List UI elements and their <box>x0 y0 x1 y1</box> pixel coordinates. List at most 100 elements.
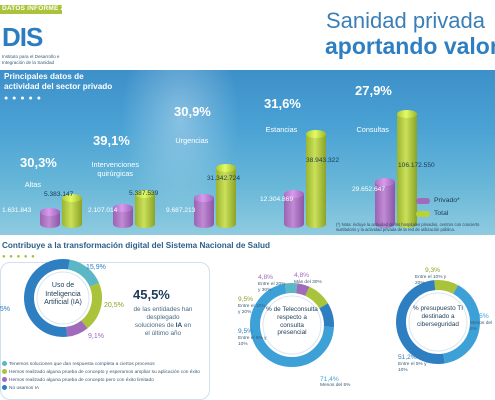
ia-donut-center <box>36 271 90 325</box>
desc-ia: IA <box>175 322 183 329</box>
ti-pct-2: 51,2% <box>398 354 417 361</box>
ia-value-1: 20,5% <box>104 302 124 309</box>
bar-privado-3 <box>284 194 304 228</box>
report-tag-bar: DATOS INFORME 2022 <box>0 0 495 14</box>
ti-donut-segment-0 <box>434 280 459 294</box>
ia-donut-segment-3 <box>24 259 70 337</box>
ia-stat-description: de las entidades han desplegado solucion… <box>133 306 193 338</box>
ia-legend-item-3: Hemos realizado alguna prueba de concept… <box>2 377 154 383</box>
hero-title: Principales datos de actividad del secto… <box>4 72 113 91</box>
ia-legend-text-2: Hemos realizado alguna prueba de concept… <box>9 369 200 375</box>
ia-legend-item-1: Tenemos soluciones que dan respuesta com… <box>2 361 155 367</box>
value-privado-1: 2.107.014 <box>88 207 118 214</box>
legend-label-total: Total <box>434 210 449 217</box>
tele-donut-segment-3 <box>319 303 334 328</box>
footnote: (*) Nota: incluye la actividad de los ho… <box>336 222 480 232</box>
ti-donut-center <box>408 292 468 352</box>
ti-donut-segment-2 <box>396 280 445 364</box>
ti-pct-0: 9,3% <box>425 267 441 274</box>
ia-donut-segment-0 <box>67 259 99 288</box>
report-tag: DATOS INFORME 2022 <box>2 5 76 12</box>
pct-2: 30,9% <box>174 104 211 119</box>
value-total-1: 5.387.539 <box>129 190 159 197</box>
pct-1: 39,1% <box>93 133 130 148</box>
category-label-3: Estancias <box>265 125 298 134</box>
bar-total-4 <box>397 114 417 228</box>
legend-dot <box>2 369 7 374</box>
tele-text-3: Entre el 5% y 10% <box>238 336 267 347</box>
dis-logo: DIS <box>2 22 43 52</box>
logo-subtitle: Instituto para el Desarrollo e Integraci… <box>2 54 60 65</box>
hero-dots: ● ● ● ● ● <box>4 95 42 102</box>
ia-donut <box>24 259 102 337</box>
value-total-4: 106.172.550 <box>398 162 435 169</box>
tele-donut-segment-4 <box>250 283 334 367</box>
ia-big-stat: 45,5% <box>133 287 170 302</box>
ti-donut <box>396 280 480 364</box>
bar-total-3 <box>306 134 326 228</box>
tele-text-0: Entre el 20% y 30% <box>258 282 286 293</box>
value-privado-3: 12.304.869 <box>260 196 294 203</box>
ti-donut-segment-1 <box>442 285 480 364</box>
pct-0: 30,3% <box>20 155 57 170</box>
desc-pre: de las entidades han desplegado solucion… <box>133 306 193 329</box>
bar-total-1 <box>135 194 155 228</box>
ia-legend-item-2: Hemos realizado alguna prueba de concept… <box>2 369 200 375</box>
category-label-1: Intervenciones quirúrgicas <box>91 160 139 178</box>
tele-pct-1: 4,8% <box>294 272 310 279</box>
tele-pct-0: 4,8% <box>258 274 274 281</box>
tele-pct-4: 71,4% <box>320 376 339 383</box>
legend-dot <box>2 385 7 390</box>
tele-text-1: Más del 30% <box>294 280 322 285</box>
bar-privado-2 <box>194 198 214 228</box>
value-total-0: 5.383.147 <box>44 191 74 198</box>
ia-legend-item-4: No usamos IA <box>2 385 39 391</box>
category-label-2: Urgencias <box>175 136 209 145</box>
desc-post: en el último año <box>144 322 192 337</box>
pct-4: 27,9% <box>355 83 392 98</box>
section-title: Contribuye a la transformación digital d… <box>2 241 270 250</box>
legend-label-privado: Privado* <box>434 197 460 204</box>
value-privado-4: 29.652.647 <box>352 186 386 193</box>
tele-donut-segment-0 <box>284 283 298 294</box>
ia-value-0: 15,9% <box>86 264 106 271</box>
category-label-4: Consultas <box>356 125 389 134</box>
ia-donut-label: Uso de Inteligencia Artificial (IA) <box>44 282 82 307</box>
ia-donut-segment-2 <box>65 320 88 337</box>
legend-dot <box>2 361 7 366</box>
section-dots: ● ● ● ● ● <box>2 254 36 260</box>
ia-legend-text-1: Tenemos soluciones que dan respuesta com… <box>9 361 155 367</box>
tag-background <box>0 5 62 14</box>
value-privado-2: 9.687.213 <box>166 207 196 214</box>
ia-donut-segment-1 <box>81 282 102 329</box>
ti-text-0: Entre el 10% y 20% <box>415 275 447 286</box>
ti-text-2: Entre el 5% y 10% <box>398 362 427 373</box>
value-privado-0: 1.631.843 <box>2 207 32 214</box>
bar-privado-4 <box>375 182 395 228</box>
ia-value-3: 54,5% <box>0 306 10 313</box>
ia-legend-text-4: No usamos IA <box>9 385 40 391</box>
page-title-line2: aportando valor <box>325 33 495 59</box>
tele-pct-2: 9,5% <box>238 296 254 303</box>
value-total-2: 31.342.724 <box>207 175 241 182</box>
tele-donut-segment-2 <box>305 286 328 309</box>
value-total-3: 38.943.322 <box>306 157 340 164</box>
page-title-line1: Sanidad privada <box>326 8 486 33</box>
tele-text-4: Menos del 5% <box>320 383 351 388</box>
ti-pct-1: 39,5% <box>470 313 489 320</box>
bar-total-2 <box>216 168 236 228</box>
bar-privado-0 <box>40 212 60 228</box>
legend-dot <box>2 377 7 382</box>
tele-donut-segment-1 <box>295 283 310 296</box>
legend-swatch-privado <box>416 198 430 204</box>
tele-text-2: Entre el 10% y 20% <box>238 304 266 315</box>
tele-pct-3: 9,5% <box>238 328 254 335</box>
ia-value-2: 9,1% <box>88 333 104 340</box>
bar-privado-1 <box>113 208 133 228</box>
category-label-0: Altas <box>24 180 41 189</box>
tele-donut-label: % de Teleconsulta respecto a consulta pr… <box>266 306 318 337</box>
ti-text-1: Menos del 5% <box>470 321 493 332</box>
tele-donut-center <box>262 295 322 355</box>
tele-donut <box>250 283 334 367</box>
ia-legend-text-3: Hemos realizado alguna prueba de concept… <box>9 377 154 383</box>
